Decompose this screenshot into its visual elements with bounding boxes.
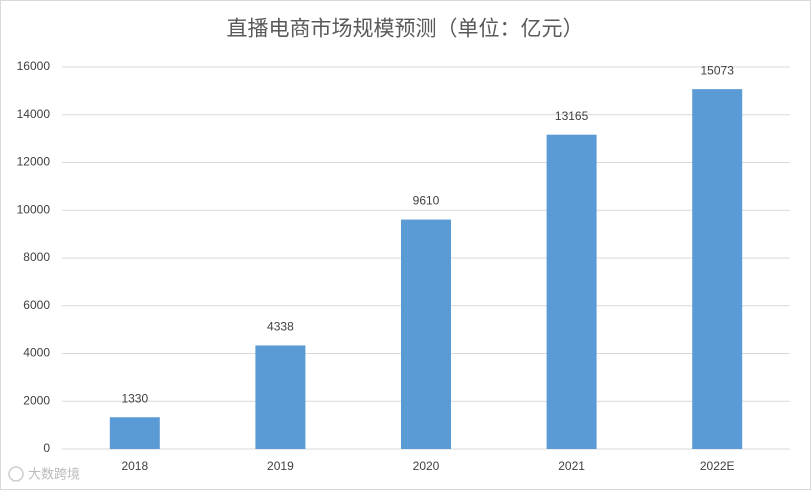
data-label: 4338 [267,320,294,334]
data-label: 9610 [413,194,440,208]
watermark-logo: 大数跨境 [8,466,80,482]
data-label: 1330 [121,391,148,405]
bar [109,417,160,449]
y-tick-label: 6000 [23,298,50,312]
x-tick-label: 2019 [267,459,294,473]
y-tick-label: 14000 [17,107,51,121]
y-tick-label: 2000 [23,393,50,407]
bar [692,89,743,449]
y-tick-label: 16000 [17,59,51,73]
x-tick-label: 2020 [413,459,440,473]
x-tick-label: 2022E [700,459,735,473]
y-tick-label: 12000 [17,155,51,169]
bar [401,219,451,449]
y-tick-label: 8000 [23,250,50,264]
watermark: 大数跨境 [28,466,80,481]
bar [546,134,597,450]
x-tick-label: 2018 [121,459,148,473]
y-tick-label: 0 [43,441,50,455]
y-tick-label: 10000 [17,202,51,216]
data-label: 15073 [701,63,735,77]
y-tick-label: 4000 [23,346,50,360]
chart-title: 直播电商市场规模预测（单位：亿元） [227,18,584,41]
data-label: 13165 [555,109,589,123]
x-tick-label: 2021 [558,459,585,473]
bar [255,345,306,449]
